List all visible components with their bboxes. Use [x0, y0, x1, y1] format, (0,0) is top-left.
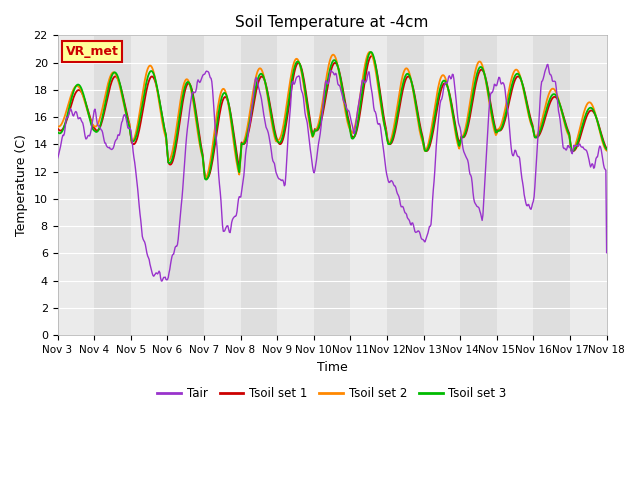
Bar [350, 36, 387, 336]
Bar [387, 36, 424, 336]
X-axis label: Time: Time [317, 360, 348, 373]
Bar [131, 36, 167, 336]
Bar [460, 36, 497, 336]
Bar [533, 36, 570, 336]
Bar [94, 36, 131, 336]
Bar [58, 36, 94, 336]
Y-axis label: Temperature (C): Temperature (C) [15, 134, 28, 236]
Bar [314, 36, 350, 336]
Bar [241, 36, 277, 336]
Text: VR_met: VR_met [66, 45, 118, 58]
Bar [497, 36, 533, 336]
Title: Soil Temperature at -4cm: Soil Temperature at -4cm [236, 15, 429, 30]
Legend: Tair, Tsoil set 1, Tsoil set 2, Tsoil set 3: Tair, Tsoil set 1, Tsoil set 2, Tsoil se… [153, 382, 511, 404]
Bar [204, 36, 241, 336]
Bar [277, 36, 314, 336]
Bar [570, 36, 607, 336]
Bar [167, 36, 204, 336]
Bar [424, 36, 460, 336]
